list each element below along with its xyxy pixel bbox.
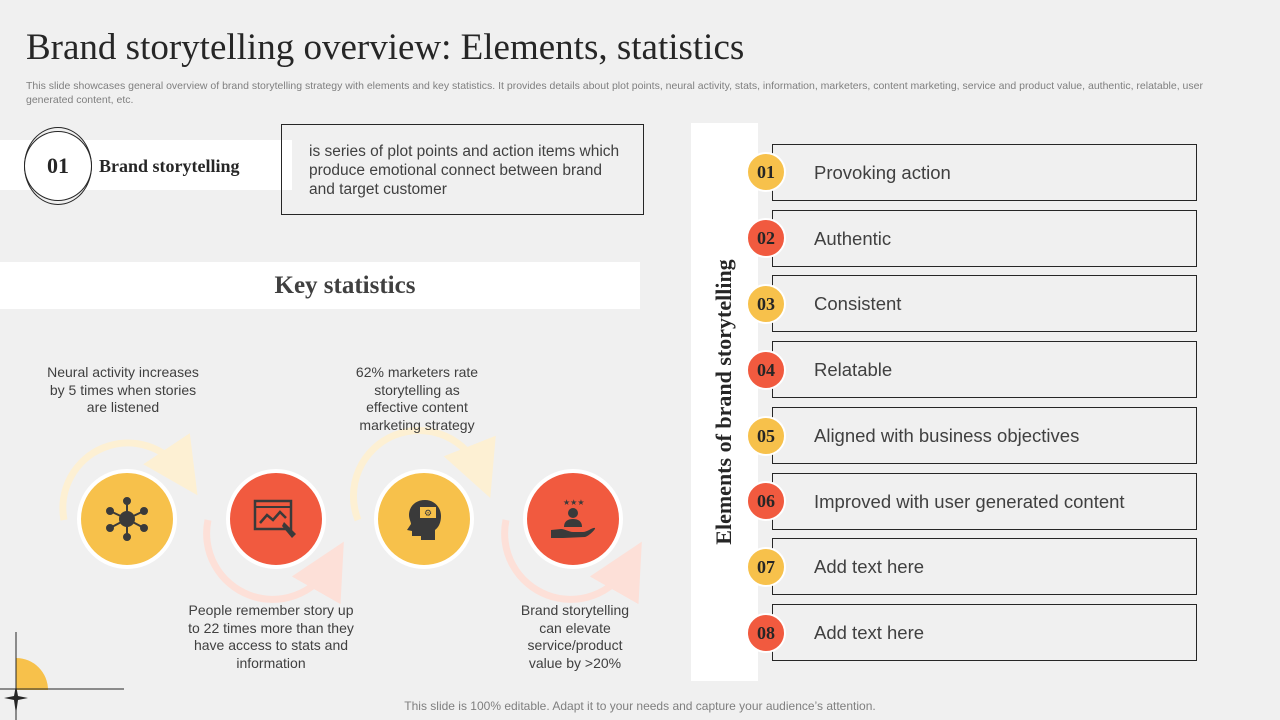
- element-number-7: 07: [746, 547, 786, 587]
- stat-circle-2: [226, 469, 326, 569]
- element-box-7: Add text here: [772, 538, 1197, 595]
- stat-text-1: Neural activity increases by 5 times whe…: [47, 364, 199, 415]
- stat-circle-3: ⚙: [374, 469, 474, 569]
- brand-storytelling-number: 01: [47, 153, 69, 178]
- element-number-6: 06: [746, 481, 786, 521]
- arc-arrow-2: [203, 519, 344, 605]
- brand-storytelling-description: is series of plot points and action item…: [281, 124, 644, 215]
- brand-storytelling-number-circle: 01: [24, 131, 92, 201]
- page-subtitle: This slide showcases general overview of…: [26, 80, 1203, 106]
- element-box-1: Provoking action: [772, 144, 1197, 201]
- element-box-2: Authentic: [772, 210, 1197, 267]
- element-box-4: Relatable: [772, 341, 1197, 398]
- stat-text-2: People remember story up to 22 times mor…: [188, 602, 354, 671]
- stat-text-4: Brand storytelling can elevate service/p…: [520, 602, 630, 671]
- key-statistics-header: Key statistics: [0, 262, 640, 309]
- element-number-2: 02: [746, 218, 786, 258]
- element-number-4: 04: [746, 350, 786, 390]
- page-title: Brand storytelling overview: Elements, s…: [26, 27, 745, 68]
- svg-text:⚙: ⚙: [424, 509, 432, 519]
- head-idea-icon: ⚙: [407, 500, 441, 540]
- presentation-chart-icon: [253, 499, 296, 538]
- corner-decoration: [0, 632, 124, 720]
- stat-circle-1: [77, 469, 177, 569]
- brand-storytelling-label: Brand storytelling: [99, 156, 240, 176]
- element-number-5: 05: [746, 416, 786, 456]
- arc-arrow-3: [349, 426, 496, 522]
- hand-star-user-icon: ★★★: [551, 498, 596, 538]
- element-box-5: Aligned with business objectives: [772, 407, 1197, 464]
- arc-arrow-4: [501, 519, 642, 605]
- element-number-1: 01: [746, 152, 786, 192]
- footer-note: This slide is 100% editable. Adapt it to…: [404, 699, 876, 713]
- element-box-6: Improved with user generated content: [772, 473, 1197, 530]
- element-box-3: Consistent: [772, 275, 1197, 332]
- svg-text:★★★: ★★★: [563, 498, 585, 507]
- elements-vertical-label: Elements of brand storytelling: [711, 259, 736, 545]
- stat-text-3: 62% marketers rate storytelling as effec…: [355, 364, 479, 433]
- key-statistics-title: Key statistics: [274, 271, 416, 299]
- arc-arrow-1: [59, 433, 198, 521]
- network-icon: [106, 497, 148, 541]
- element-box-8: Add text here: [772, 604, 1197, 661]
- elements-vertical-bar: [691, 123, 758, 681]
- stat-circle-4: ★★★: [523, 469, 623, 569]
- element-number-3: 03: [746, 284, 786, 324]
- element-number-8: 08: [746, 613, 786, 653]
